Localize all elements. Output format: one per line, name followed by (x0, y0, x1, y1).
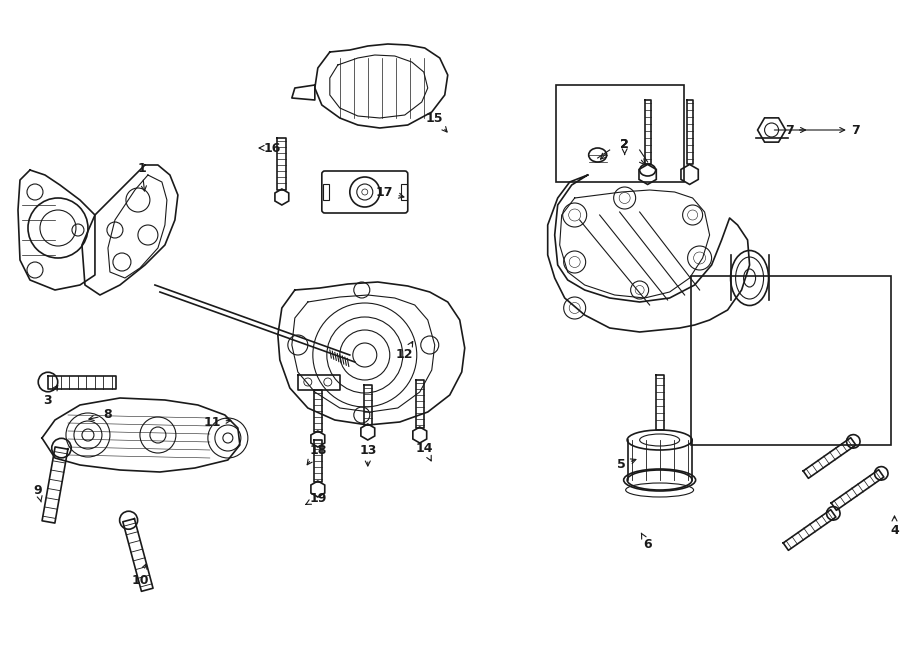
Text: 14: 14 (416, 442, 434, 461)
Text: 3: 3 (44, 385, 58, 407)
Text: 2: 2 (620, 139, 629, 151)
Text: 7: 7 (785, 124, 806, 137)
Bar (691, 276, 890, 445)
Bar (400, 184, 407, 200)
Text: 16: 16 (259, 141, 281, 155)
Text: 5: 5 (617, 459, 636, 471)
Text: 11: 11 (203, 416, 231, 428)
Text: 13: 13 (359, 444, 376, 466)
Bar (556, 85, 684, 182)
Text: 18: 18 (307, 444, 327, 465)
Text: 19: 19 (306, 492, 327, 504)
Bar (323, 184, 328, 200)
Text: 4: 4 (890, 516, 899, 537)
Text: 10: 10 (131, 564, 149, 586)
Text: 1: 1 (138, 161, 147, 191)
Text: 6: 6 (642, 533, 652, 551)
Text: 12: 12 (396, 342, 413, 362)
Text: 8: 8 (89, 408, 112, 422)
Text: 15: 15 (426, 112, 447, 132)
Text: 17: 17 (376, 186, 404, 198)
Text: 7: 7 (774, 124, 860, 137)
Text: 2: 2 (620, 139, 629, 155)
Text: 9: 9 (33, 483, 42, 502)
